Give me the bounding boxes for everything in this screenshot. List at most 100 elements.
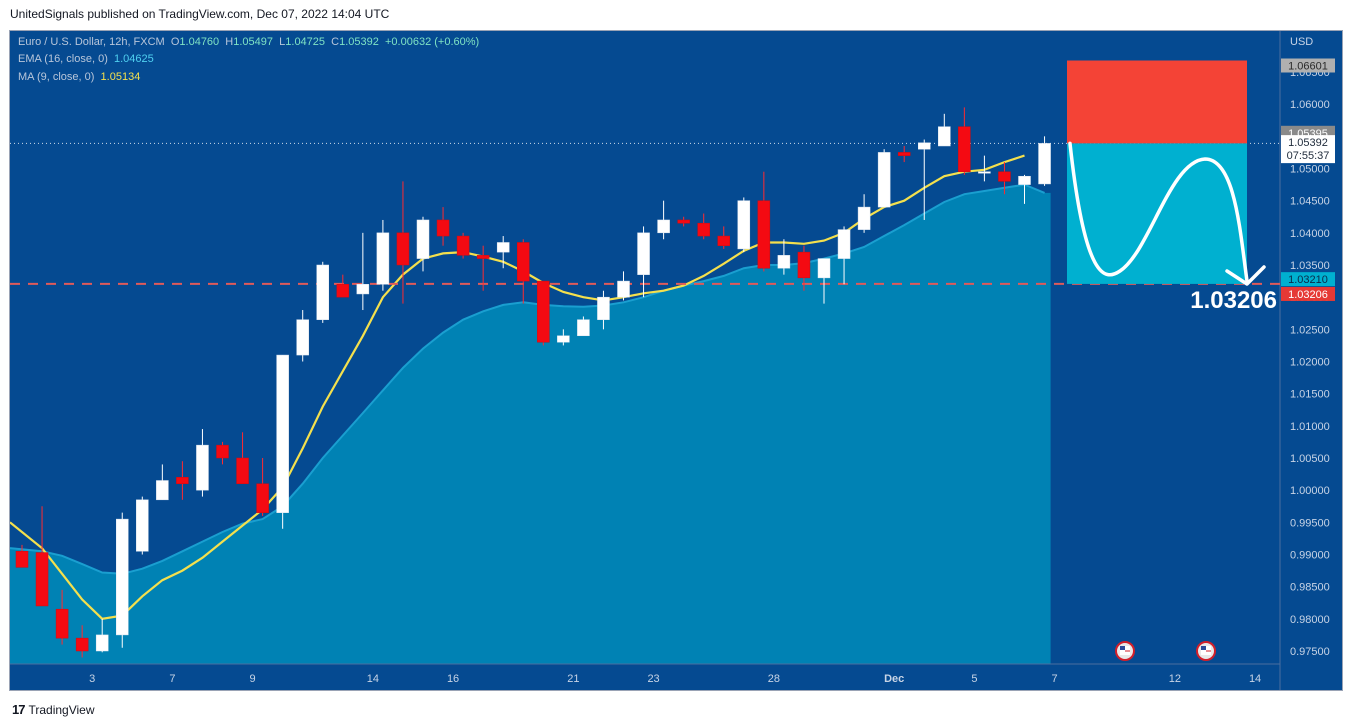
x-tick-label: 9 xyxy=(250,673,256,685)
us-event-flag-icon[interactable] xyxy=(1115,641,1135,661)
legend-symbol: Euro / U.S. Dollar, 12h, FXCM xyxy=(18,36,165,48)
legend-open-label: O xyxy=(170,36,180,48)
candle-down[interactable] xyxy=(897,145,911,163)
candle-up[interactable] xyxy=(817,258,831,304)
ema-line xyxy=(10,183,1045,575)
candle-up[interactable] xyxy=(116,512,129,648)
candle-up[interactable] xyxy=(837,226,851,285)
candle-body xyxy=(196,444,209,491)
legend-row-symbol: Euro / U.S. Dollar, 12h, FXCM O1.04760 H… xyxy=(18,36,479,48)
price-tag-last-countdown: 07:55:37 xyxy=(1287,150,1330,162)
candle-up[interactable] xyxy=(597,290,610,330)
price-chart-svg[interactable]: USD 0.97500 0.98000 0.98500 0.99000 0.99500 1.… xyxy=(10,31,1343,691)
y-tick-label: 1.00500 xyxy=(1290,453,1330,465)
candle-body xyxy=(577,319,590,337)
candle-down[interactable] xyxy=(436,207,450,246)
chart-area[interactable]: USD 0.97500 0.98000 0.98500 0.99000 0.99500 1.… xyxy=(9,30,1343,691)
candle-body xyxy=(396,232,410,266)
arrow-down-icon xyxy=(1225,265,1266,286)
legend-low-label: L xyxy=(279,36,286,48)
candle-down[interactable] xyxy=(476,245,490,291)
candle-up[interactable] xyxy=(577,316,590,337)
candle-up[interactable] xyxy=(637,226,650,298)
candle-body xyxy=(216,444,229,459)
candle-down[interactable] xyxy=(75,625,89,658)
y-tick-label: 1.05000 xyxy=(1290,164,1330,176)
candle-body xyxy=(918,142,931,150)
candle-down[interactable] xyxy=(256,458,269,516)
candle-up[interactable] xyxy=(296,310,309,362)
candle-body xyxy=(637,232,650,275)
candle-up[interactable] xyxy=(877,149,891,208)
candle-down[interactable] xyxy=(176,461,189,500)
candle-down[interactable] xyxy=(336,274,350,298)
candle-up[interactable] xyxy=(95,618,109,653)
candle-down[interactable] xyxy=(396,181,410,304)
candle-body xyxy=(958,126,971,172)
y-tick-label: 1.01000 xyxy=(1290,421,1330,433)
candle-up[interactable] xyxy=(737,197,751,253)
projection-path xyxy=(1068,141,1249,283)
candle-down[interactable] xyxy=(456,232,470,259)
candle-down[interactable] xyxy=(677,216,690,227)
candle-body xyxy=(537,280,550,343)
ema-area xyxy=(10,184,1051,664)
x-tick-label: 14 xyxy=(1249,673,1261,685)
candle-down[interactable] xyxy=(517,239,530,304)
candle-up[interactable] xyxy=(156,464,169,501)
candle-body xyxy=(376,232,390,285)
candle-body xyxy=(476,255,490,259)
candle-body xyxy=(256,483,269,513)
candle-up[interactable] xyxy=(276,354,289,529)
candle-body xyxy=(496,242,510,253)
candle-down[interactable] xyxy=(537,280,550,346)
candle-down[interactable] xyxy=(757,171,771,272)
legend-change: +0.00632 (+0.60%) xyxy=(385,36,480,48)
candle-body xyxy=(657,219,670,234)
candle-up[interactable] xyxy=(918,139,931,220)
candle-up[interactable] xyxy=(938,113,951,147)
candle-down[interactable] xyxy=(998,162,1011,195)
x-tick-label: 7 xyxy=(1052,673,1058,685)
footer-branding: 17 TradingView xyxy=(12,702,95,717)
candle-down[interactable] xyxy=(15,544,29,568)
y-tick-label: 0.99500 xyxy=(1290,517,1330,529)
candle-up[interactable] xyxy=(978,155,991,182)
candle-up[interactable] xyxy=(196,429,209,497)
candle-up[interactable] xyxy=(316,261,329,323)
candle-up[interactable] xyxy=(496,236,510,269)
candle-up[interactable] xyxy=(857,194,871,233)
candle-body xyxy=(857,206,871,230)
price-tags-layer: 1.066011.053951.0539207:55:371.032101.03… xyxy=(1281,58,1335,301)
candle-body xyxy=(35,552,49,607)
candle-body xyxy=(617,280,630,298)
candle-down[interactable] xyxy=(717,226,730,249)
candle-up[interactable] xyxy=(376,219,390,291)
candle-down[interactable] xyxy=(797,245,811,291)
candle-up[interactable] xyxy=(617,271,630,301)
price-tag-level-2-bg xyxy=(1281,286,1335,301)
candle-up[interactable] xyxy=(657,200,670,240)
candle-up[interactable] xyxy=(416,216,430,272)
candle-up[interactable] xyxy=(356,232,370,311)
candle-body xyxy=(316,264,329,320)
candle-up[interactable] xyxy=(1038,136,1051,186)
candle-up[interactable] xyxy=(136,496,149,555)
candle-up[interactable] xyxy=(777,239,791,275)
y-tick-label: 1.04000 xyxy=(1290,228,1330,240)
candle-down[interactable] xyxy=(35,506,49,607)
candle-up[interactable] xyxy=(1018,174,1031,204)
us-event-flag-icon[interactable] xyxy=(1196,641,1216,661)
candle-down[interactable] xyxy=(55,589,69,645)
y-tick-label: 1.02000 xyxy=(1290,357,1330,369)
candle-body xyxy=(75,637,89,652)
candle-body xyxy=(677,219,690,224)
price-tag-level-1: 1.03210 xyxy=(1288,274,1328,286)
candle-down[interactable] xyxy=(216,441,229,465)
candle-down[interactable] xyxy=(958,107,971,175)
candle-body xyxy=(817,258,831,279)
candle-up[interactable] xyxy=(557,329,570,346)
candle-down[interactable] xyxy=(697,213,710,240)
price-tag-last: 1.05392 xyxy=(1288,137,1328,149)
candle-down[interactable] xyxy=(236,432,249,484)
